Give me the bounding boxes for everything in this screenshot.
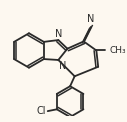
Text: CH₃: CH₃ [110, 46, 127, 55]
Text: N: N [87, 14, 95, 24]
Text: N: N [59, 61, 67, 71]
Text: N: N [55, 29, 62, 39]
Text: Cl: Cl [36, 106, 46, 116]
